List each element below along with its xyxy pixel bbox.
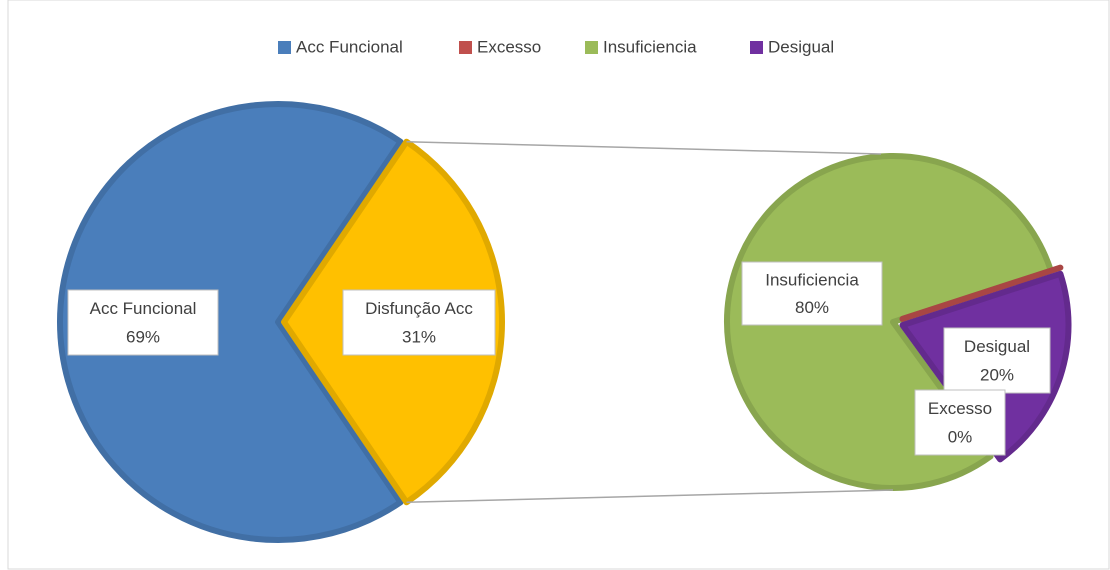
legend-label: Excesso [477,37,541,56]
pie-slice [57,101,404,543]
pie-slice [899,264,1064,322]
data-label-name: Acc Funcional [90,299,197,318]
connector-line [406,140,882,155]
legend-swatch [750,41,763,54]
data-label-name: Insuficiencia [765,270,859,289]
data-label-name: Excesso [928,399,992,418]
data-label-box [741,261,883,326]
data-label-value: 80% [795,298,829,317]
data-label-box [914,389,1006,456]
legend-swatch [459,41,472,54]
pie-slice [724,153,1054,491]
legend-swatch [278,41,291,54]
data-label-name: Desigual [964,337,1030,356]
data-label-box [342,289,496,356]
legend-label: Insuficiencia [603,37,697,56]
data-label-name: Disfunção Acc [365,299,473,318]
data-label-value: 20% [980,366,1014,385]
data-label-box [67,289,219,356]
connector-line [406,489,894,504]
legend-label: Desigual [768,37,834,56]
legend-swatch [585,41,598,54]
data-label-value: 0% [948,428,973,447]
data-label-value: 31% [402,328,436,347]
legend-label: Acc Funcional [296,37,403,56]
data-label-value: 69% [126,328,160,347]
